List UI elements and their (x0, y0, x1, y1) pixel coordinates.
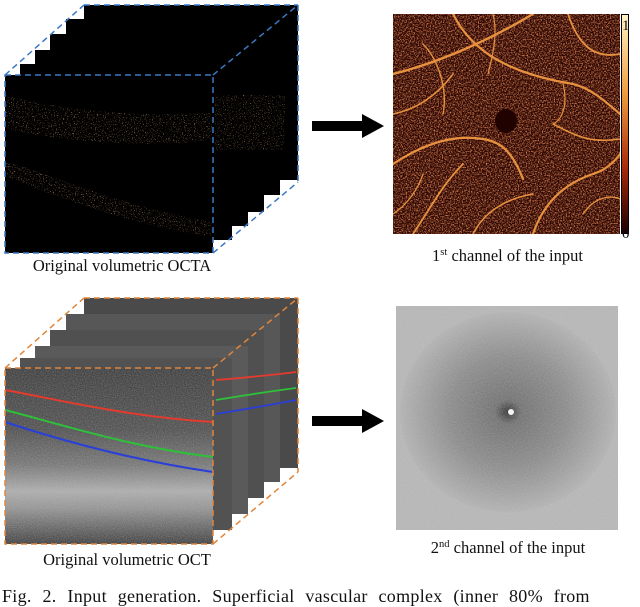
octa-volume-cube (4, 4, 299, 254)
oct-enface-image (396, 306, 618, 530)
colorbar-max-label: 1 (622, 18, 630, 34)
octa-colorbar (621, 14, 629, 234)
oct-volume-cube (4, 297, 299, 545)
colorbar-min-label: 0 (622, 226, 630, 242)
oct-volume-caption: Original volumetric OCT (43, 550, 211, 569)
oct-channel-caption: 2nd channel of the input (430, 538, 586, 557)
octa-enface-image (393, 14, 620, 234)
octa-channel-caption: 1st channel of the input (432, 246, 583, 265)
octa-volume-caption: Original volumetric OCTA (32, 256, 212, 275)
figure-caption: Fig. 2. Input generation. Superficial va… (2, 586, 590, 606)
arrow-right-icon (312, 114, 384, 138)
arrow-right-icon (312, 409, 384, 433)
